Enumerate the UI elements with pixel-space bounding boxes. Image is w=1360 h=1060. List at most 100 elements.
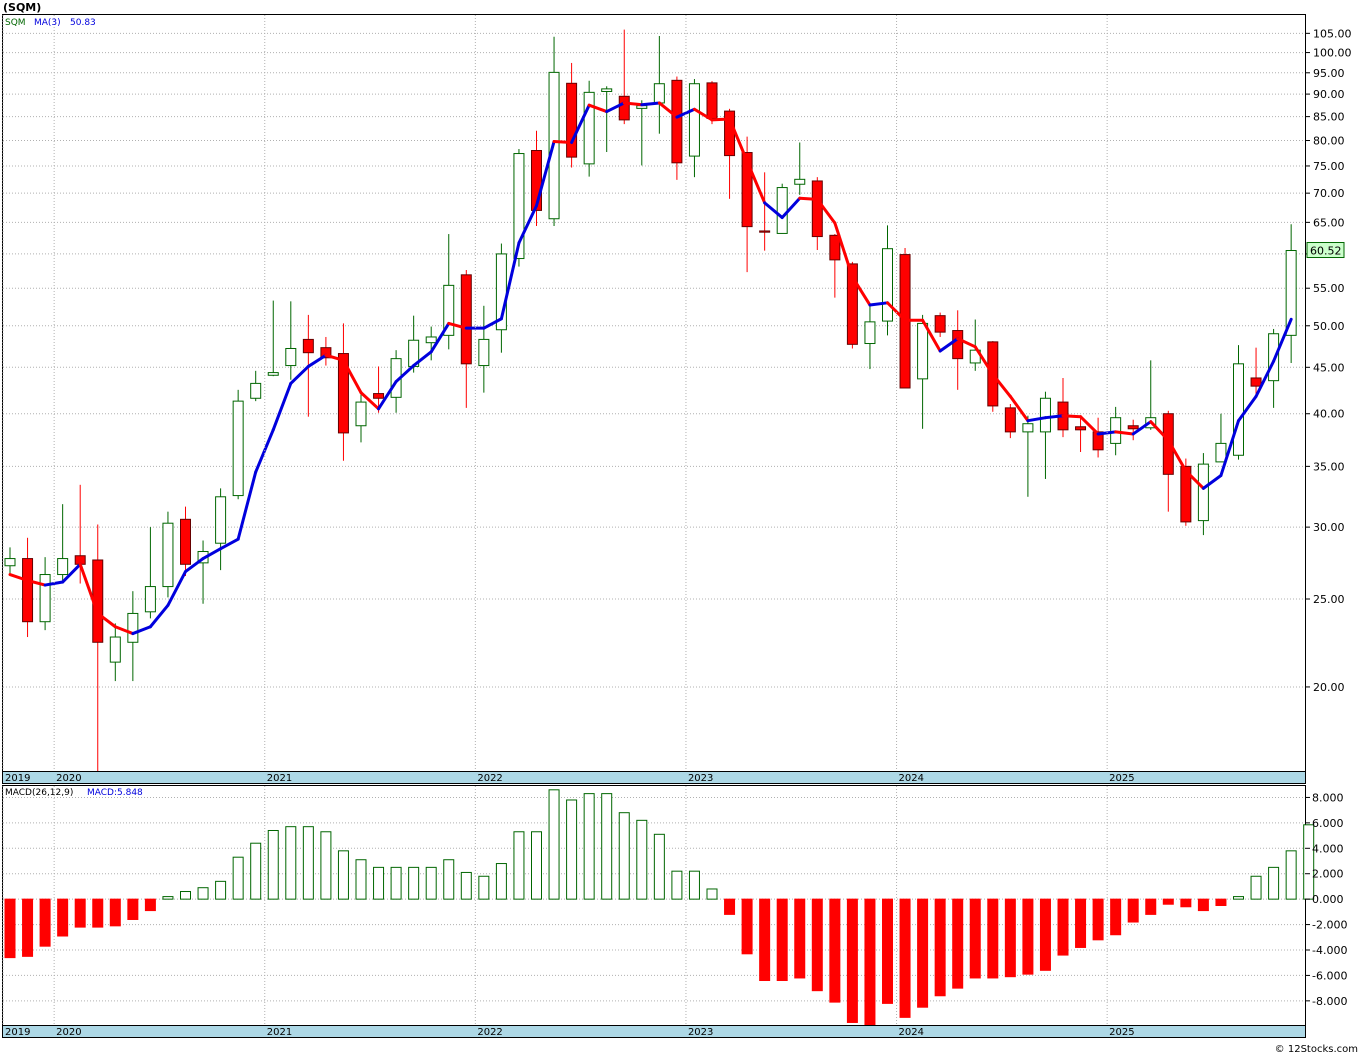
macd-bar <box>1181 899 1191 907</box>
macd-bar <box>163 897 173 900</box>
macd-bar <box>1234 897 1244 900</box>
candle-body <box>602 89 612 92</box>
macd-bar <box>496 864 506 900</box>
macd-bar <box>707 889 717 899</box>
macd-bar <box>356 860 366 899</box>
macd-bar <box>549 790 559 899</box>
candle <box>584 81 594 177</box>
macd-bar <box>198 888 208 899</box>
price-tick-label: 30.00 <box>1313 521 1345 534</box>
macd-bar <box>338 851 348 899</box>
year-label: 2019 <box>5 773 30 784</box>
candle-body <box>5 559 15 566</box>
macd-bar <box>1111 899 1121 935</box>
candle-body <box>58 559 68 575</box>
macd-bar <box>830 899 840 1002</box>
candle-body <box>935 316 945 332</box>
candle-body <box>918 323 928 378</box>
price-tick-label: 95.00 <box>1313 67 1345 80</box>
candle-body <box>1023 424 1033 432</box>
candle-body <box>426 337 436 343</box>
ma-segment <box>1063 416 1081 417</box>
candle-body <box>251 383 261 398</box>
candle-body <box>479 339 489 365</box>
watermark: © 12Stocks.com <box>1275 1044 1358 1055</box>
macd-bar <box>1163 899 1173 904</box>
macd-bar <box>1286 851 1296 899</box>
macd-bar <box>637 820 647 899</box>
candle-body <box>812 181 822 237</box>
candle-body <box>777 188 787 234</box>
macd-bar <box>654 834 664 899</box>
candle-body <box>145 587 155 612</box>
candle-body <box>1040 398 1050 432</box>
candle-body <box>760 231 770 232</box>
ma-segment <box>800 198 818 199</box>
macd-bar <box>847 899 857 1022</box>
price-axis: 20.0025.0030.0035.0040.0045.0050.0055.00… <box>1305 27 1352 694</box>
price-tick-label: 55.00 <box>1313 282 1345 295</box>
candle-body <box>619 96 629 120</box>
macd-bar <box>286 827 296 899</box>
candle-body <box>1198 464 1208 520</box>
year-label: 2021 <box>267 773 292 784</box>
macd-bar <box>584 794 594 900</box>
macd-axis: -8.000-6.000-4.000-2.0000.0002.0004.0006… <box>1305 791 1347 1007</box>
macd-bar <box>865 899 875 1025</box>
macd-bar <box>233 857 243 899</box>
candle-body <box>303 339 313 352</box>
macd-bar <box>479 876 489 899</box>
candle <box>777 184 787 234</box>
macd-panel <box>3 786 1306 1026</box>
candle-body <box>1216 443 1226 461</box>
year-label: 2024 <box>899 773 924 784</box>
macd-value: MACD:5.848 <box>87 788 143 798</box>
year-label: 2020 <box>56 1027 81 1038</box>
macd-bar <box>426 867 436 899</box>
candle-body <box>461 275 471 364</box>
price-tick-label: 50.00 <box>1313 320 1345 333</box>
symbol-title: (SQM) <box>3 1 41 14</box>
macd-tick-label: 6.000 <box>1312 817 1344 830</box>
candle-body <box>830 235 840 260</box>
candle-body <box>707 83 717 119</box>
macd-bar <box>1076 899 1086 947</box>
price-tick-label: 40.00 <box>1313 408 1345 421</box>
macd-bar <box>742 899 752 954</box>
macd-bar <box>128 899 138 919</box>
candle-body <box>181 519 191 564</box>
macd-bar <box>1128 899 1138 922</box>
year-label: 2023 <box>688 1027 713 1038</box>
candle-body <box>40 575 50 622</box>
macd-bar <box>1093 899 1103 940</box>
candle <box>233 390 243 499</box>
macd-bar <box>374 867 384 899</box>
macd-bar <box>1058 899 1068 955</box>
macd-label: MACD(26,12,9) <box>5 788 73 798</box>
candle-body <box>216 497 226 543</box>
price-tick-label: 80.00 <box>1313 135 1345 148</box>
macd-bar <box>23 899 33 956</box>
macd-bar <box>619 813 629 899</box>
macd-bar <box>58 899 68 936</box>
year-label: 2022 <box>477 1027 502 1038</box>
candle-body <box>110 637 120 662</box>
macd-bar <box>110 899 120 926</box>
macd-tick-label: 0.000 <box>1312 893 1344 906</box>
year-label: 2024 <box>899 1027 924 1038</box>
legend-ma-value: 50.83 <box>70 18 96 28</box>
candle-body <box>654 84 664 103</box>
candle-body <box>689 84 699 156</box>
macd-bar <box>181 892 191 900</box>
price-tick-label: 20.00 <box>1313 681 1345 694</box>
macd-bar <box>970 899 980 978</box>
candle-body <box>1005 408 1015 432</box>
macd-bar <box>1005 899 1015 977</box>
candle-body <box>233 401 243 495</box>
candle-body <box>356 402 366 426</box>
price-tick-label: 65.00 <box>1313 216 1345 229</box>
macd-bar <box>216 881 226 899</box>
macd-bar <box>689 871 699 899</box>
year-label: 2025 <box>1109 773 1134 784</box>
